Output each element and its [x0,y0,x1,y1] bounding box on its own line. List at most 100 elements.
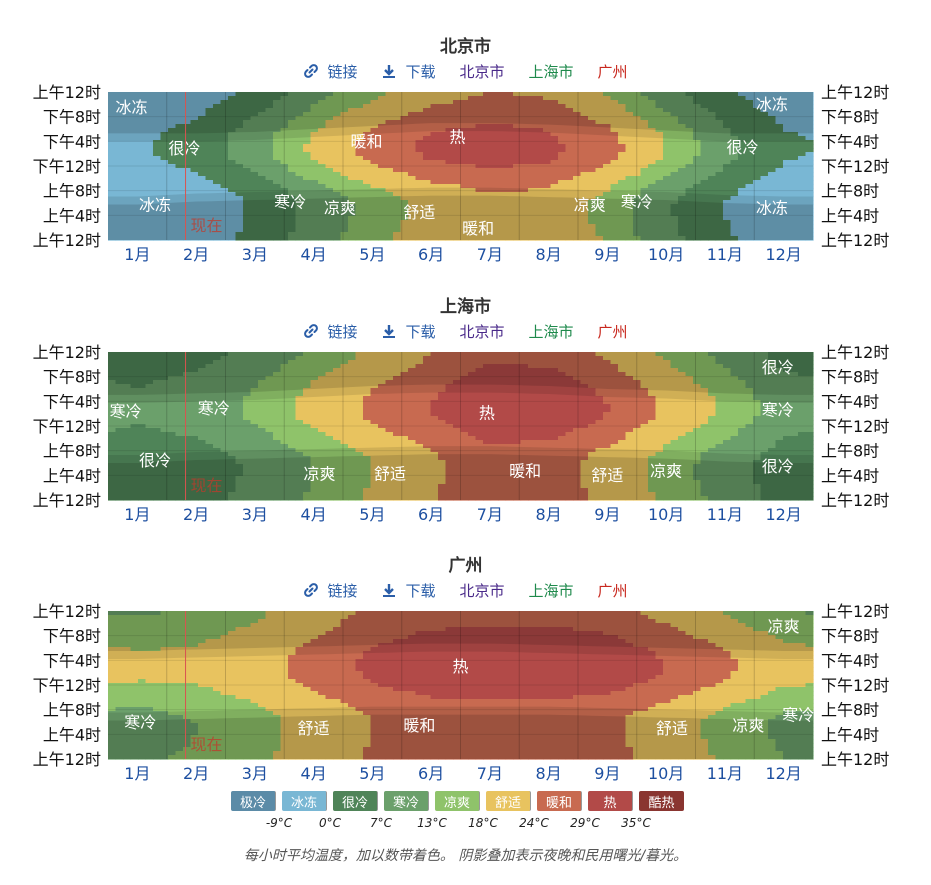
heatmap-cell [168,164,177,169]
heatmap-cell [693,236,702,241]
heatmap-cell [243,480,252,485]
heatmap-cell [423,100,432,105]
heatmap-cell [700,164,709,169]
heatmap-cell [685,220,694,225]
heatmap-cell [378,448,387,453]
download-button[interactable]: 下载 [381,321,435,342]
heatmap-cell [438,100,447,105]
heatmap-cell [438,220,447,225]
heatmap-cell [483,136,492,141]
heatmap-cell [370,456,379,461]
heatmap-cell [633,120,642,125]
heatmap-cell [280,448,289,453]
heatmap-cell [693,144,702,149]
heatmap-cell [145,124,154,129]
heatmap-cell [310,92,319,97]
heatmap-cell [573,96,582,101]
heatmap-cell [678,220,687,225]
heatmap-cell [438,156,447,161]
heatmap-cell [213,384,222,389]
heatmap-cell [340,156,349,161]
heatmap-cell [273,188,282,193]
heatmap-cell [408,96,417,101]
link-shanghai[interactable]: 上海市 [528,322,574,341]
heatmap-cell [618,164,627,169]
link-guangzhou[interactable]: 广州 [597,322,628,341]
heatmap-cell [768,144,777,149]
heatmap-cell [115,224,124,229]
heatmap-cell [640,128,649,133]
heatmap-cell [535,144,544,149]
heatmap-cell [385,168,394,173]
heatmap-cell [723,140,732,145]
heatmap-cell [693,136,702,141]
heatmap-cell [108,356,117,361]
heatmap-cell [393,200,402,205]
heatmap-cell [130,384,139,389]
heatmap-cell [528,216,537,221]
heatmap-cell [303,436,312,441]
link-shanghai[interactable]: 上海市 [528,62,574,81]
heatmap-cell [303,120,312,125]
heatmap-cell [318,380,327,385]
heatmap-cell [340,392,349,397]
heatmap-cell [640,232,649,237]
heatmap-cell [138,352,147,357]
heatmap-cell [475,160,484,165]
heatmap-cell [693,116,702,121]
heatmap-cell [130,404,139,409]
heatmap-cell [295,400,304,405]
heatmap-cell [145,376,154,381]
heatmap-cell [355,392,364,397]
heatmap-cell [663,96,672,101]
heatmap-cell [318,192,327,197]
heatmap-cell [738,116,747,121]
heatmap-cell [333,376,342,381]
heatmap-cell [565,168,574,173]
heatmap-cell [295,492,304,497]
heatmap-cell [498,156,507,161]
heatmap-cell [348,388,357,393]
heatmap-cell [640,204,649,209]
link-beijing[interactable]: 北京市 [459,322,505,341]
heatmap-cell [648,160,657,165]
heatmap-cell [475,140,484,145]
heatmap-cell [738,236,747,241]
heatmap-cell [220,188,229,193]
heatmap-cell [190,384,199,389]
heatmap-cell [453,204,462,209]
heatmap-cell [160,484,169,489]
heatmap-cell [625,140,634,145]
heatmap-cell [715,152,724,157]
heatmap-cell [505,144,514,149]
heatmap-cell [505,112,514,117]
download-button[interactable]: 下载 [381,61,435,82]
link-beijing[interactable]: 北京市 [459,62,505,81]
heatmap-cell [115,496,124,501]
heatmap-cell [333,104,342,109]
heatmap-cell [595,204,604,209]
heatmap-cell [783,184,792,189]
heatmap-cell [423,140,432,145]
heatmap-cell [648,232,657,237]
heatmap-cell [250,408,259,413]
heatmap-cell [625,120,634,125]
heatmap-cell [430,92,439,97]
heatmap-cell [348,204,357,209]
heatmap-cell [333,428,342,433]
heatmap-cell [175,464,184,469]
heatmap-cell [138,112,147,117]
heatmap-cell [130,472,139,477]
heatmap-cell [723,148,732,153]
link-button[interactable]: 链接 [303,61,357,82]
heatmap-cell [393,360,402,365]
link-guangzhou[interactable]: 广州 [597,62,628,81]
heatmap-cell [610,176,619,181]
heatmap-cell [798,96,807,101]
heatmap-cell [378,488,387,493]
heatmap-cell [528,188,537,193]
heatmap-cell [783,180,792,185]
heatmap-cell [235,384,244,389]
heatmap-cell [783,100,792,105]
link-button[interactable]: 链接 [303,321,357,342]
